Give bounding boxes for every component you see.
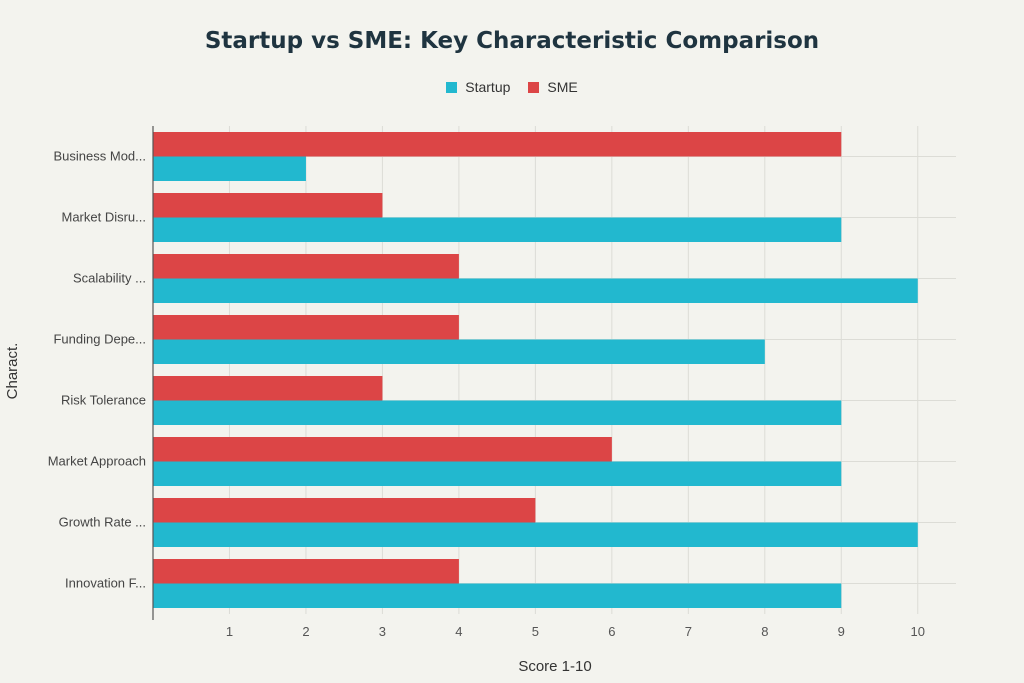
- category-label: Scalability ...: [73, 271, 146, 286]
- bar-sme: [153, 132, 842, 157]
- bar-startup: [153, 400, 842, 425]
- bar-startup: [153, 583, 842, 608]
- category-label: Business Mod...: [54, 149, 147, 164]
- x-axis-title: Score 1-10: [518, 658, 591, 675]
- category-label: Market Disru...: [61, 210, 146, 225]
- bar-sme: [153, 193, 383, 218]
- x-tick-label: 5: [532, 624, 539, 639]
- bar-sme: [153, 376, 383, 401]
- bar-startup: [153, 339, 765, 364]
- x-tick-label: 7: [685, 624, 692, 639]
- category-label: Growth Rate ...: [59, 515, 146, 530]
- bar-sme: [153, 315, 459, 340]
- x-tick-label: 10: [911, 624, 925, 639]
- legend-item-sme[interactable]: SME: [528, 79, 578, 95]
- category-label: Innovation F...: [65, 576, 146, 591]
- x-tick-label: 6: [608, 624, 615, 639]
- bar-startup: [153, 278, 918, 303]
- x-tick-label: 1: [226, 624, 233, 639]
- bar-sme: [153, 559, 459, 584]
- legend-swatch-sme: [528, 81, 540, 93]
- legend-label-startup: Startup: [465, 79, 511, 95]
- x-tick-label: 2: [302, 624, 309, 639]
- category-label: Funding Depe...: [53, 332, 146, 347]
- x-tick-label: 8: [761, 624, 768, 639]
- x-tick-label: 3: [379, 624, 386, 639]
- axes: Business Mod... Market Disru... Scalabilit…: [48, 126, 925, 639]
- legend: Startup SME: [0, 79, 1024, 95]
- bar-sme: [153, 498, 536, 523]
- legend-item-startup[interactable]: Startup: [446, 79, 510, 95]
- category-label: Risk Tolerance: [61, 393, 146, 408]
- bar-startup: [153, 461, 842, 486]
- bar-startup: [153, 156, 306, 181]
- y-axis-title: Charact.: [4, 343, 21, 400]
- bar-sme: [153, 437, 612, 462]
- bars: [153, 132, 918, 608]
- legend-swatch-startup: [446, 81, 458, 93]
- x-tick-label: 9: [838, 624, 845, 639]
- category-label: Market Approach: [48, 454, 146, 469]
- chart-title: Startup vs SME: Key Characteristic Compa…: [204, 28, 820, 54]
- x-tick-label: 4: [455, 624, 462, 639]
- legend-label-sme: SME: [547, 79, 578, 95]
- bar-startup: [153, 217, 842, 242]
- bar-sme: [153, 254, 459, 279]
- bar-startup: [153, 522, 918, 547]
